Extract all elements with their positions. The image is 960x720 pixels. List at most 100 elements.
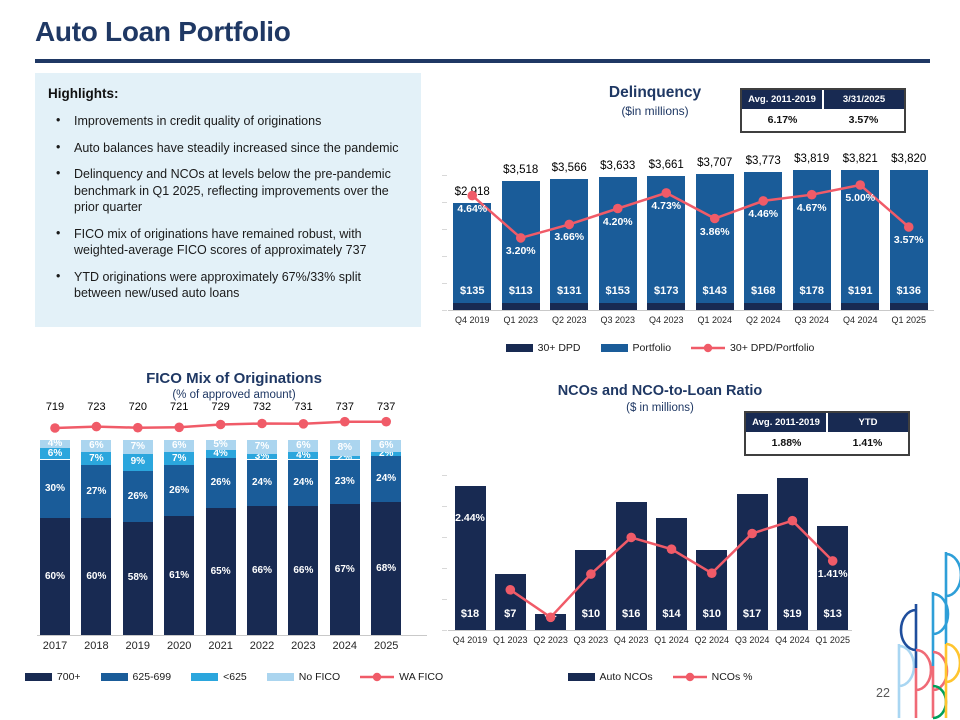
fico-bar-segment (81, 451, 112, 466)
category-label: Q3 2023 (600, 315, 636, 325)
fico-segment-label: 4% (213, 447, 228, 459)
highlight-bullet: Improvements in credit quality of origin… (48, 112, 407, 130)
nco-bar (494, 574, 526, 630)
category-label: Q1 2024 (654, 635, 689, 645)
fico-segment-label: 66% (251, 564, 272, 576)
nco-value-label: $7 (504, 608, 517, 620)
category-label: Q1 2024 (697, 315, 733, 325)
fico-bar-segment (164, 516, 195, 635)
ratio-label: 5.00% (845, 192, 876, 204)
benchmark-value: 1.88% (771, 437, 802, 449)
fico-title: FICO Mix of Originations (146, 370, 322, 387)
fico-bar-segment (40, 459, 70, 518)
category-label: Q3 2023 (573, 635, 609, 645)
fico-segment-label: 26% (127, 490, 148, 502)
nco-value-label: $16 (622, 608, 641, 620)
ratio-label: 4.64% (457, 202, 488, 215)
fico-bar-segment (164, 440, 195, 452)
highlight-bullet: FICO mix of originations have remained r… (48, 225, 407, 259)
fico-segment-label: 67% (334, 563, 355, 575)
year-label: 2019 (125, 640, 151, 652)
fico-segment-label: 2% (378, 447, 394, 459)
wa-fico-label: 737 (335, 401, 354, 413)
dpd-bar (889, 303, 928, 310)
year-label: 2024 (332, 640, 358, 652)
category-label: Q4 2019 (454, 315, 490, 325)
fico-segment-label: 27% (86, 485, 107, 497)
legend-swatch (266, 673, 294, 681)
legend-label: WA FICO (399, 671, 444, 683)
nco-legend: Auto NCOs NCOs % (440, 671, 880, 683)
ratio-line-marker (174, 422, 184, 433)
wa-fico-label: 729 (211, 401, 230, 413)
category-label: Q1 2025 (815, 635, 850, 645)
highlights-list: Improvements in credit quality of origin… (48, 112, 407, 302)
category-label: Q3 2024 (794, 315, 830, 325)
fico-bar-segment (288, 506, 319, 635)
portfolio-value-label: $3,820 (891, 153, 927, 165)
ratio-label: 4.46% (748, 207, 779, 220)
fico-bar-segment (205, 508, 236, 635)
dpd-value-label: $113 (508, 285, 533, 297)
portfolio-value-label: $3,518 (503, 164, 539, 176)
axis-tick (442, 256, 447, 257)
dpd-bar (598, 303, 637, 310)
brand-logo (897, 552, 960, 720)
ratio-label: 4.67% (796, 201, 827, 214)
axis-tick (442, 630, 447, 631)
fico-mix-chart: FICO Mix of Originations (% of approved … (24, 368, 443, 713)
nco-value-label: $18 (460, 608, 480, 620)
plot-baseline (37, 635, 427, 636)
fico-bar-segment (40, 518, 70, 635)
fico-segment-label: 4% (47, 437, 63, 449)
fico-bar-segment (329, 504, 360, 635)
fico-segment-label: 7% (171, 452, 187, 464)
legend-label: NCOs % (711, 671, 753, 683)
axis-tick (442, 599, 447, 600)
axis-tick (442, 283, 447, 284)
fico-bar-segment (81, 465, 112, 518)
year-label: 2022 (249, 640, 275, 652)
fico-bar-segment (122, 453, 153, 472)
nco-ratio-label: 1.41% (817, 567, 848, 580)
portfolio-value-label: $3,566 (551, 162, 587, 174)
fico-segment-label: 30% (44, 482, 65, 494)
fico-segment-label: 9% (130, 456, 146, 468)
legend-label: <625 (223, 671, 247, 683)
nco-value-label: $13 (823, 608, 842, 620)
legend-label: Portfolio (632, 342, 672, 354)
fico-bar-segment (329, 459, 360, 505)
ratio-line-marker (133, 422, 143, 433)
portfolio-value-label: $3,821 (842, 153, 878, 165)
axis-tick (442, 537, 447, 538)
legend-item: No FICO (266, 671, 340, 683)
benchmark-header: Avg. 2011-2019 (742, 90, 824, 109)
fico-segment-label: 58% (127, 572, 148, 584)
ratio-label: 3.57% (893, 234, 924, 246)
year-label: 2023 (291, 640, 316, 652)
nco-chart: NCOs and NCO-to-Loan Ratio ($ in million… (440, 383, 945, 713)
dpd-value-label: $168 (751, 285, 776, 297)
fico-segment-label: 6% (171, 439, 187, 451)
page-number: 22 (876, 686, 890, 700)
fico-segment-label: 60% (44, 570, 65, 582)
fico-bar-segment (40, 447, 70, 460)
dpd-value-label: $136 (896, 285, 921, 297)
fico-legend: 700+ 625-699 <625 No FICO WA FICO (24, 671, 443, 683)
fico-segment-label: 4% (296, 449, 311, 461)
fico-bar-segment (288, 459, 319, 507)
dpd-bar (695, 303, 734, 310)
fico-segment-label: 6% (378, 439, 394, 451)
fico-bar-segment (371, 502, 402, 635)
category-label: Q4 2024 (775, 635, 810, 645)
year-label: 2017 (42, 640, 68, 652)
fico-segment-label: 8% (337, 441, 353, 453)
wa-fico-label: 720 (128, 401, 147, 413)
legend-swatch (600, 344, 628, 352)
legend-swatch (505, 344, 533, 352)
fico-bar-segment (81, 440, 112, 452)
fico-bar-segment (247, 440, 277, 454)
fico-subtitle: (% of approved amount) (172, 389, 296, 401)
legend-item: 700+ (24, 671, 81, 683)
nco-value-label: $2 (544, 608, 557, 620)
